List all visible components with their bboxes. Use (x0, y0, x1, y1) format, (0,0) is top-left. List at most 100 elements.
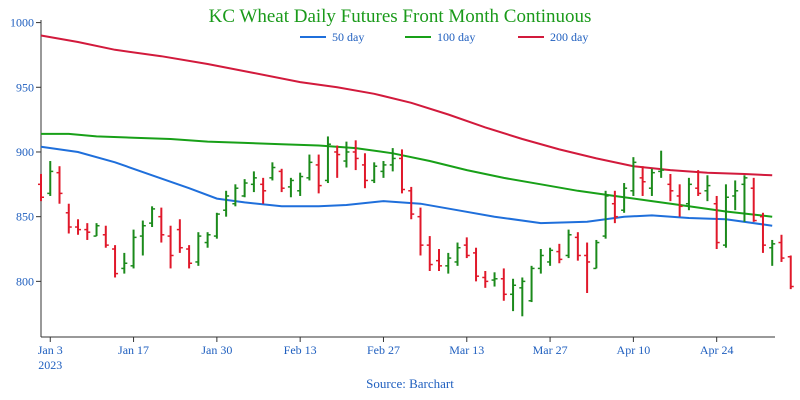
y-tick-label: 850 (16, 210, 34, 224)
ohlc-bar (787, 255, 794, 290)
x-tick-label: Jan 3 (38, 343, 63, 357)
ohlc-bar (667, 173, 674, 202)
ohlc-bar (297, 172, 304, 196)
ohlc-bar (769, 239, 776, 266)
ohlc-bar (204, 232, 211, 248)
ohlc-bar (759, 212, 766, 253)
y-tick-label: 800 (16, 274, 34, 288)
ohlc-bar (584, 242, 591, 294)
ohlc-bar (639, 166, 646, 196)
ohlc-bar (186, 245, 193, 269)
ohlc-bar (176, 219, 183, 253)
ohlc-bar (102, 225, 109, 248)
ohlc-bar (436, 249, 443, 272)
ohlc-bar (195, 232, 202, 266)
ohlc-bar (260, 177, 267, 204)
source-note: Source: Barchart (366, 376, 454, 391)
ohlc-bar (611, 190, 618, 224)
ohlc-bar (361, 153, 368, 189)
ohlc-bar (593, 239, 600, 270)
ohlc-bar (722, 184, 729, 248)
series-line-50-day (40, 145, 773, 227)
ohlc-bar (232, 184, 239, 207)
ohlc-bar (658, 150, 665, 178)
ohlc-bar (213, 212, 220, 239)
ohlc-bar (621, 183, 628, 213)
ohlc-bar (426, 236, 433, 272)
x-tick-label: Mar 27 (533, 343, 568, 357)
ohlc-bar (565, 229, 572, 259)
ohlc-bar (149, 206, 156, 228)
ohlc-bar (713, 195, 720, 250)
ohlc-bar (389, 148, 396, 172)
ohlc-bar (250, 171, 257, 193)
ohlc-bar (778, 234, 785, 262)
ohlc-bar (473, 247, 480, 282)
ohlc-bar (685, 177, 692, 211)
ohlc-bar (334, 145, 341, 178)
ohlc-bar (65, 203, 72, 234)
moving-average-lines (40, 34, 773, 227)
ohlc-bar (454, 242, 461, 266)
ohlc-bars (38, 136, 794, 317)
legend-item: 50 day (300, 30, 364, 44)
ohlc-bar (648, 168, 655, 196)
ohlc-bar (695, 170, 702, 196)
ohlc-bar (84, 223, 91, 240)
x-tick-label: Feb 27 (367, 343, 400, 357)
ohlc-bar (574, 232, 581, 261)
legend-item: 100 day (405, 30, 475, 44)
ohlc-bar (398, 149, 405, 194)
x-tick-label: Feb 13 (284, 343, 317, 357)
ohlc-bar (630, 157, 637, 196)
ohlc-bar (56, 166, 63, 204)
ohlc-bar (602, 190, 609, 239)
ohlc-bar (445, 252, 452, 274)
ohlc-bar (112, 245, 119, 278)
ohlc-bar (732, 180, 739, 211)
ohlc-bar (158, 207, 165, 243)
ohlc-bar (306, 154, 313, 181)
x-tick-label: Jan 30 (201, 343, 232, 357)
ohlc-bar (223, 190, 230, 217)
ohlc-bar (750, 177, 757, 222)
ohlc-bar (121, 252, 128, 274)
ohlc-bar (510, 278, 517, 312)
x-tick-label: Apr 24 (700, 343, 734, 357)
y-tick-label: 1000 (10, 16, 34, 30)
ohlc-bar (741, 175, 748, 222)
ohlc-bar (380, 161, 387, 178)
ohlc-bar (537, 249, 544, 274)
ohlc-bar (130, 229, 137, 269)
ohlc-bar (676, 184, 683, 217)
x-tick-label: Mar 13 (449, 343, 484, 357)
ohlc-bar (704, 175, 711, 202)
ohlc-bar (417, 207, 424, 256)
ohlc-bar (500, 268, 507, 301)
legend-item: 200 day (518, 30, 588, 44)
chart-title: KC Wheat Daily Futures Front Month Conti… (209, 6, 592, 27)
ohlc-bar (47, 161, 54, 196)
ohlc-bar (482, 271, 489, 288)
x-tick-label: Jan 17 (118, 343, 149, 357)
ohlc-bar (278, 168, 285, 193)
ohlc-bar (241, 179, 248, 198)
ohlc-bar (38, 173, 44, 202)
ohlc-bar (75, 219, 82, 235)
ohlc-bar (167, 225, 174, 269)
ohlc-bar (287, 177, 294, 198)
y-tick-label: 900 (16, 145, 34, 159)
y-axis: 800 850 900 950 1000 (10, 16, 42, 337)
x-tick-label: Apr 10 (617, 343, 651, 357)
ohlc-bar (93, 223, 100, 237)
ohlc-bar (547, 247, 554, 266)
ohlc-bar (371, 162, 378, 184)
ohlc-bar (269, 162, 276, 181)
legend-label: 100 day (437, 30, 475, 44)
legend-label: 50 day (332, 30, 364, 44)
y-tick-label: 950 (16, 80, 34, 94)
ohlc-bar (491, 272, 498, 287)
ohlc-bar (324, 136, 331, 184)
